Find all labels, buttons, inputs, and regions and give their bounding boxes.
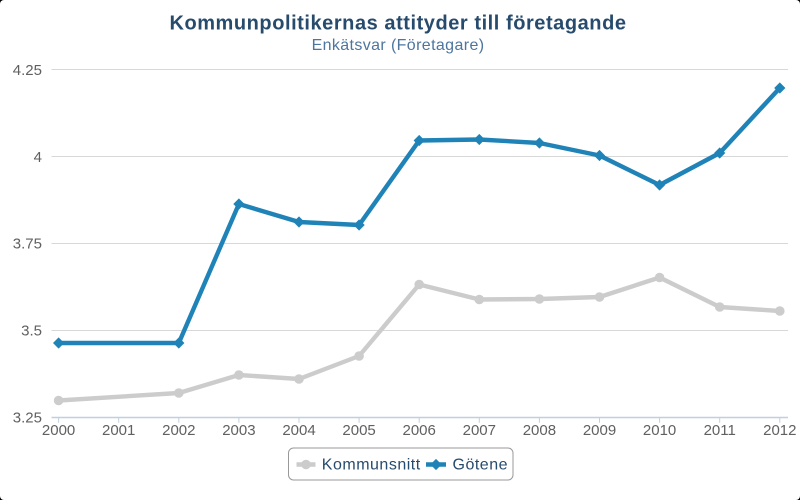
svg-text:4.25: 4.25 — [13, 62, 42, 79]
svg-text:Götene: Götene — [453, 457, 508, 474]
svg-text:2006: 2006 — [403, 422, 436, 439]
svg-text:2000: 2000 — [42, 422, 75, 439]
svg-text:2002: 2002 — [162, 422, 195, 439]
svg-text:3.75: 3.75 — [13, 236, 42, 253]
svg-text:2001: 2001 — [102, 422, 135, 439]
svg-text:4: 4 — [34, 149, 42, 166]
svg-text:2008: 2008 — [523, 422, 556, 439]
svg-text:2007: 2007 — [463, 422, 496, 439]
svg-text:2003: 2003 — [222, 422, 255, 439]
svg-text:2004: 2004 — [282, 422, 315, 439]
svg-text:2011: 2011 — [704, 422, 736, 439]
svg-text:2005: 2005 — [342, 422, 375, 439]
svg-text:3.25: 3.25 — [13, 409, 42, 426]
svg-text:Kommunsnitt: Kommunsnitt — [322, 457, 421, 474]
svg-text:3.5: 3.5 — [21, 323, 42, 340]
svg-text:2010: 2010 — [643, 422, 676, 439]
svg-text:2009: 2009 — [583, 422, 616, 439]
svg-text:Enkätsvar (Företagare): Enkätsvar (Företagare) — [312, 37, 485, 54]
svg-text:Kommunpolitikernas attityder t: Kommunpolitikernas attityder till företa… — [169, 13, 626, 35]
svg-text:2012: 2012 — [763, 422, 796, 439]
